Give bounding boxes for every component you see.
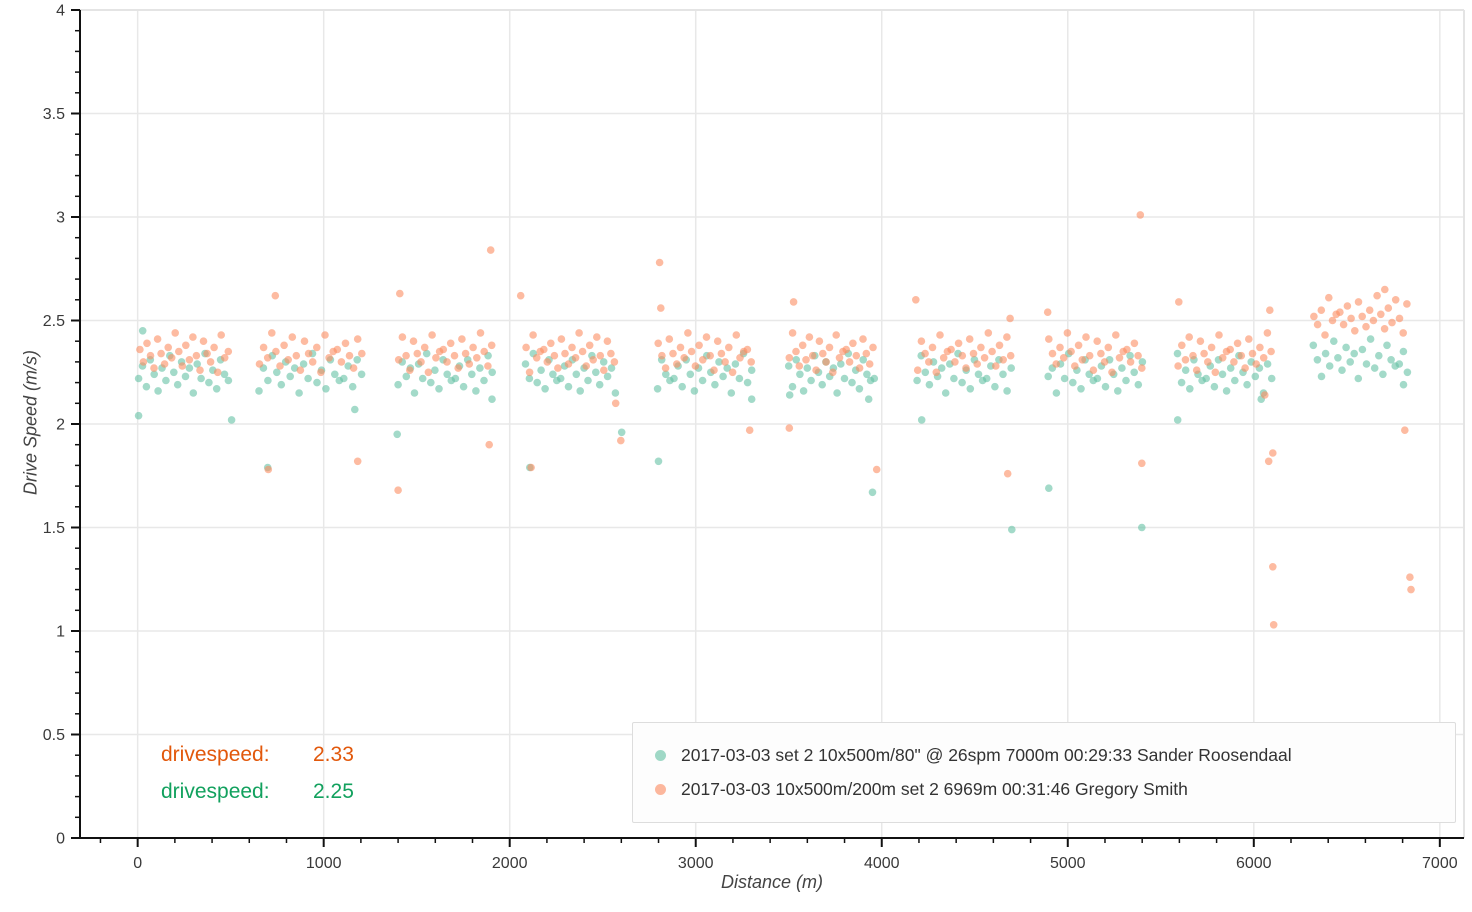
annotation-gregory: drivespeed: 2.33 <box>161 736 354 773</box>
svg-text:1: 1 <box>56 624 65 641</box>
series-marker-icon <box>655 784 666 795</box>
legend-label: 2017-03-03 set 2 10x500m/80" @ 26spm 700… <box>681 745 1292 765</box>
svg-text:3000: 3000 <box>678 855 714 872</box>
svg-text:5000: 5000 <box>1050 855 1086 872</box>
svg-text:1000: 1000 <box>306 855 342 872</box>
annotation-value: 2.33 <box>313 743 354 766</box>
y-axis-title: Drive Speed (m/s) <box>20 349 41 496</box>
svg-text:4: 4 <box>56 3 65 20</box>
annotation-value: 2.25 <box>313 780 354 803</box>
svg-text:2.5: 2.5 <box>43 313 65 330</box>
svg-text:0: 0 <box>56 831 65 848</box>
drivespeed-annotations: drivespeed: 2.33 drivespeed: 2.25 <box>161 736 354 810</box>
svg-text:0: 0 <box>133 855 142 872</box>
svg-text:1.5: 1.5 <box>43 520 65 537</box>
annotation-label: drivespeed: <box>161 743 270 766</box>
svg-text:4000: 4000 <box>864 855 900 872</box>
legend: 2017-03-03 set 2 10x500m/80" @ 26spm 700… <box>632 722 1456 823</box>
legend-item-sander[interactable]: 2017-03-03 set 2 10x500m/80" @ 26spm 700… <box>633 745 1455 766</box>
series-1-points <box>136 211 1415 629</box>
svg-text:3.5: 3.5 <box>43 106 65 123</box>
svg-text:6000: 6000 <box>1236 855 1272 872</box>
svg-text:0.5: 0.5 <box>43 727 65 744</box>
legend-label: 2017-03-03 10x500m/200m set 2 6969m 00:3… <box>681 779 1188 799</box>
svg-text:2: 2 <box>56 417 65 434</box>
svg-text:7000: 7000 <box>1422 855 1458 872</box>
x-axis-title: Distance (m) <box>720 872 823 892</box>
svg-text:3: 3 <box>56 210 65 227</box>
legend-item-gregory[interactable]: 2017-03-03 10x500m/200m set 2 6969m 00:3… <box>633 779 1455 800</box>
annotation-sander: drivespeed: 2.25 <box>161 773 354 810</box>
annotation-label: drivespeed: <box>161 780 270 803</box>
series-marker-icon <box>655 750 666 761</box>
svg-text:2000: 2000 <box>492 855 528 872</box>
